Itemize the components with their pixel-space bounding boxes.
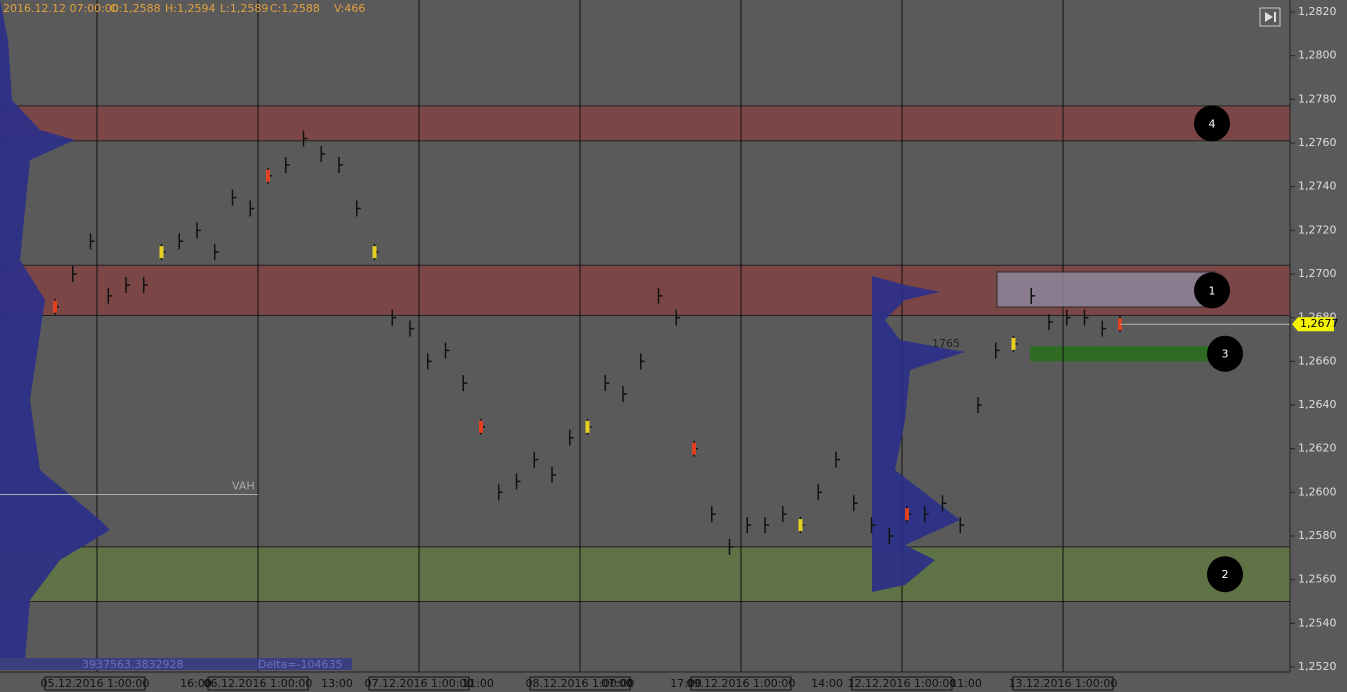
zone-label: 1 [1209,284,1216,297]
zone-marker [1207,556,1243,593]
volume-cluster [692,442,696,455]
y-tick-label: 1,2740 [1298,180,1337,193]
y-tick-label: 1,2560 [1298,573,1337,586]
x-tick-label: 11:00 [462,677,494,690]
zone-label: 2 [1222,568,1229,581]
x-label-box [44,676,146,691]
header-close: C:1,2588 [270,2,320,15]
x-tick-label: 11:00 [950,677,982,690]
y-tick-label: 1,2660 [1298,354,1337,367]
y-tick-label: 1,2720 [1298,223,1337,236]
y-tick-label: 1,2600 [1298,485,1337,498]
x-tick-label: 06.12.2016 1:00:00 [204,677,313,690]
x-label-box [529,676,631,691]
volume-footer [0,658,352,670]
selection-box [996,271,1216,308]
x-tick-label: 14:00 [811,677,843,690]
header-high: H:1,2594 [165,2,215,15]
x-tick-label: 13.12.2016 1:00:00 [1009,677,1118,690]
volume-cluster [585,420,590,433]
zone-marker [1207,335,1243,372]
y-tick-label: 1,2620 [1298,442,1337,455]
header-low: L:1,2589 [220,2,268,15]
y-tick-label: 1,2800 [1298,49,1337,62]
volume-cluster [372,246,377,259]
poc-volume: 1765 [932,337,960,350]
x-label-box [368,676,470,691]
volume-cluster [905,508,909,521]
x-label-box [851,676,953,691]
current-price-tag [1292,317,1334,332]
x-tick-label: 12.12.2016 1:00:00 [848,677,957,690]
y-tick-label: 1,2760 [1298,136,1337,149]
current-price-label: 1,2677 [1300,317,1339,330]
y-tick-label: 1,2700 [1298,267,1337,280]
delta: Delta=-104635 [258,658,343,671]
zone-label: 3 [1222,348,1229,361]
y-tick-label: 1,2780 [1298,92,1337,105]
header-time: 2016.12.12 07:00:00 [3,2,119,15]
zone [1030,346,1210,362]
volume-cluster [266,169,270,182]
x-label-box [1012,676,1114,691]
y-tick-label: 1,2820 [1298,5,1337,18]
volume-profile-right [872,276,965,592]
zone-marker [1194,105,1230,142]
x-label-box [690,676,792,691]
y-tick-label: 1,2640 [1298,398,1337,411]
header-volume: V:466 [334,2,365,15]
x-tick-label: 07:00 [601,677,633,690]
x-tick-label: 07.12.2016 1:00:00 [365,677,474,690]
y-tick-label: 1,2520 [1298,660,1337,673]
x-tick-label: 17:00 [670,677,702,690]
y-axis-panel [1290,0,1347,692]
vah-label: VAH [232,480,255,493]
scroll-end-button[interactable] [1259,7,1281,27]
x-label-box [207,676,309,691]
x-tick-label: 05.12.2016 1:00:00 [41,677,150,690]
scroll-end-icon [1265,12,1276,22]
volume-cluster [479,420,483,433]
y-tick-label: 1,2580 [1298,529,1337,542]
zone [0,105,1291,142]
y-tick-label: 1,2540 [1298,616,1337,629]
volume-cluster [798,519,803,532]
volume-cluster [159,246,164,259]
zone-label: 4 [1209,117,1216,130]
zone [0,546,1291,603]
volume-cluster [1011,337,1016,350]
x-tick-label: 09.12.2016 1:00:00 [687,677,796,690]
x-tick-label: 16:00 [180,677,212,690]
x-tick-label: 08.12.2016 1:00:00 [526,677,635,690]
zone-marker [1194,272,1230,309]
header-open: O:1,2588 [110,2,161,15]
volume-cluster [53,300,57,313]
volume-total: 3937563.3832928 [82,658,183,671]
x-tick-label: 13:00 [321,677,353,690]
